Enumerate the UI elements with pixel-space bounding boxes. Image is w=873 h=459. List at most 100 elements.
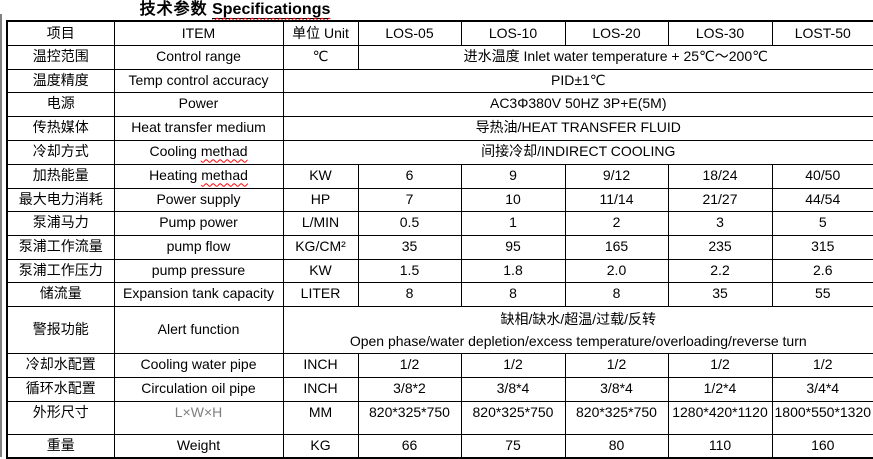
merged-value-control-range: 进水温度 Inlet water temperature + 25℃～200℃ (357, 44, 873, 70)
specifications-table: 项目 ITEM 单位 Unit LOS-05 LOS-10 LOS-20 LOS-30 LOS… (6, 20, 873, 459)
row-label-en-weight: Weight (113, 433, 284, 459)
unit-cell-circulation-oil-pipe: INCH (282, 376, 359, 402)
value-cell-pump-power-model-5: 5 (771, 210, 873, 236)
row-label-zh-temp-control-accuracy: 温度精度 (6, 68, 115, 93)
value-cell-dimensions-model-5: 1800*550*1320 (771, 400, 873, 435)
row-label-en-power: Power (113, 91, 284, 117)
table-row-temp-control-accuracy: 温度精度 Temp control accuracy PID±1℃ (6, 68, 873, 93)
table-row-cooling-method: 冷却方式 Cooling methad 间接冷却/INDIRECT COOLING (6, 139, 873, 165)
row-label-zh-pump-pressure: 泵浦工作压力 (6, 258, 115, 283)
page-title: 技术参数 Specificationgs (0, 0, 470, 20)
row-label-en-heat-transfer-medium: Heat transfer medium (113, 115, 284, 141)
unit-cell-max-power-consumption: HP (282, 187, 359, 212)
value-cell-heating-energy-model-2: 9 (460, 163, 566, 189)
value-cell-weight-model-3: 80 (564, 433, 669, 459)
value-cell-dimensions-model-3: 820*325*750 (564, 400, 669, 435)
value-cell-pump-power-model-2: 1 (460, 210, 566, 236)
value-cell-dimensions-model-1: 820*325*750 (357, 400, 462, 435)
value-cell-expansion-tank-capacity-model-5: 55 (771, 281, 873, 307)
value-cell-cooling-water-pipe-model-1: 1/2 (357, 352, 462, 378)
table-row-heat-transfer-medium: 传热媒体 Heat transfer medium 导热油/HEAT TRANSFE… (6, 115, 873, 141)
row-label-zh-max-power-consumption: 最大电力消耗 (6, 187, 115, 212)
value-cell-expansion-tank-capacity-model-3: 8 (564, 281, 669, 307)
misspelled-word: methad (200, 143, 248, 160)
col-unit: 单位 Unit (282, 20, 359, 46)
table-row-power: 电源 Power AC3Φ380V 50HZ 3P+E(5M) (6, 91, 873, 117)
page-title-zh: 技术参数 (139, 1, 208, 18)
row-label-en-cooling-method: Cooling methad (113, 139, 284, 165)
row-label-en-pump-flow: pump flow (113, 234, 284, 260)
row-label-zh-heat-transfer-medium: 传热媒体 (6, 115, 115, 141)
value-cell-pump-power-model-3: 2 (564, 210, 669, 236)
unit-cell-control-range: ℃ (282, 44, 359, 70)
col-los-30: LOS-30 (667, 20, 773, 46)
value-cell-pump-flow-model-4: 235 (667, 234, 773, 260)
value-cell-weight-model-1: 66 (357, 433, 462, 459)
page-title-en-underline: Specificationgs (212, 1, 331, 19)
value-cell-pump-pressure-model-4: 2.2 (667, 258, 773, 283)
row-label-zh-expansion-tank-capacity: 储流量 (6, 281, 115, 307)
table-row-pump-power: 泵浦马力 Pump power L/MIN 0.5 1 2 3 5 (6, 210, 873, 236)
value-cell-pump-power-model-4: 3 (667, 210, 773, 236)
row-label-en-max-power-consumption: Power supply (113, 187, 284, 212)
merged-value-line-1: 缺相/缺水/超温/过载/反转 (500, 310, 657, 327)
value-cell-expansion-tank-capacity-model-2: 8 (460, 281, 566, 307)
value-cell-circulation-oil-pipe-model-5: 3/4*4 (771, 376, 873, 402)
value-cell-pump-flow-model-2: 95 (460, 234, 566, 260)
table-row-circulation-oil-pipe: 循环水配置 Circulation oil pipe INCH 3/8*2 3/8*4 3… (6, 376, 873, 402)
row-label-zh-dimensions: 外形尺寸 (6, 400, 115, 435)
row-label-en-alert-function: Alert function (113, 305, 284, 354)
value-cell-max-power-consumption-model-4: 21/27 (667, 187, 773, 212)
value-cell-max-power-consumption-model-5: 44/54 (771, 187, 873, 212)
value-cell-circulation-oil-pipe-model-4: 1/2*4 (667, 376, 773, 402)
value-cell-weight-model-4: 110 (667, 433, 773, 459)
col-item-zh: 项目 (6, 20, 115, 46)
col-los-20: LOS-20 (564, 20, 669, 46)
row-label-zh-heating-energy: 加热能量 (6, 163, 115, 189)
row-label-zh-circulation-oil-pipe: 循环水配置 (6, 376, 115, 402)
unit-cell-pump-flow: KG/CM² (282, 234, 359, 260)
table-row-max-power-consumption: 最大电力消耗 Power supply HP 7 10 11/14 21/27 44/54 (6, 187, 873, 212)
merged-value-alert-function: 缺相/缺水/超温/过载/反转 Open phase/water depletion… (282, 305, 873, 354)
table-row-alert-function: 警报功能 Alert function 缺相/缺水/超温/过载/反转 Open pha… (6, 305, 873, 354)
unit-cell-expansion-tank-capacity: LITER (282, 281, 359, 307)
table-row-control-range: 温控范围 Control range ℃ 进水温度 Inlet water tempe… (6, 44, 873, 70)
value-cell-pump-flow-model-1: 35 (357, 234, 462, 260)
col-los-10: LOS-10 (460, 20, 566, 46)
row-label-en-dimensions: L×W×H (113, 400, 284, 435)
value-cell-pump-flow-model-5: 315 (771, 234, 873, 260)
value-cell-cooling-water-pipe-model-5: 1/2 (771, 352, 873, 378)
row-label-en-circulation-oil-pipe: Circulation oil pipe (113, 376, 284, 402)
col-lost-50: LOST-50 (771, 20, 873, 46)
row-label-en-temp-control-accuracy: Temp control accuracy (113, 68, 284, 93)
value-cell-max-power-consumption-model-2: 10 (460, 187, 566, 212)
value-cell-pump-pressure-model-5: 2.6 (771, 258, 873, 283)
unit-cell-heating-energy: KW (282, 163, 359, 189)
value-cell-cooling-water-pipe-model-3: 1/2 (564, 352, 669, 378)
value-cell-heating-energy-model-1: 6 (357, 163, 462, 189)
value-cell-pump-pressure-model-1: 1.5 (357, 258, 462, 283)
row-label-en-heating-energy: Heating methad (113, 163, 284, 189)
row-label-en-pump-power: Pump power (113, 210, 284, 236)
table-row-pump-flow: 泵浦工作流量 pump flow KG/CM² 35 95 165 235 315 (6, 234, 873, 260)
table-row-heating-energy: 加热能量 Heating methad KW 6 9 9/12 18/24 40/50 (6, 163, 873, 189)
value-cell-weight-model-5: 160 (771, 433, 873, 459)
value-cell-pump-pressure-model-3: 2.0 (564, 258, 669, 283)
value-cell-expansion-tank-capacity-model-1: 8 (357, 281, 462, 307)
unit-cell-cooling-water-pipe: INCH (282, 352, 359, 378)
value-cell-dimensions-model-4: 1280*420*1120 (667, 400, 773, 435)
table-row-cooling-water-pipe: 冷却水配置 Cooling water pipe INCH 1/2 1/2 1/2 1/2 1… (6, 352, 873, 378)
merged-value-heat-transfer-medium: 导热油/HEAT TRANSFER FLUID (282, 115, 873, 141)
value-cell-pump-pressure-model-2: 1.8 (460, 258, 566, 283)
value-cell-circulation-oil-pipe-model-3: 3/8*4 (564, 376, 669, 402)
value-cell-pump-power-model-1: 0.5 (357, 210, 462, 236)
value-cell-max-power-consumption-model-1: 7 (357, 187, 462, 212)
value-cell-expansion-tank-capacity-model-4: 35 (667, 281, 773, 307)
unit-cell-dimensions: MM (282, 400, 359, 435)
table-header-row: 项目 ITEM 单位 Unit LOS-05 LOS-10 LOS-20 LOS-30 LOS… (6, 20, 873, 46)
value-cell-dimensions-model-2: 820*325*750 (460, 400, 566, 435)
row-label-zh-weight: 重量 (6, 433, 115, 459)
row-label-zh-cooling-water-pipe: 冷却水配置 (6, 352, 115, 378)
unit-cell-pump-power: L/MIN (282, 210, 359, 236)
col-los-05: LOS-05 (357, 20, 462, 46)
